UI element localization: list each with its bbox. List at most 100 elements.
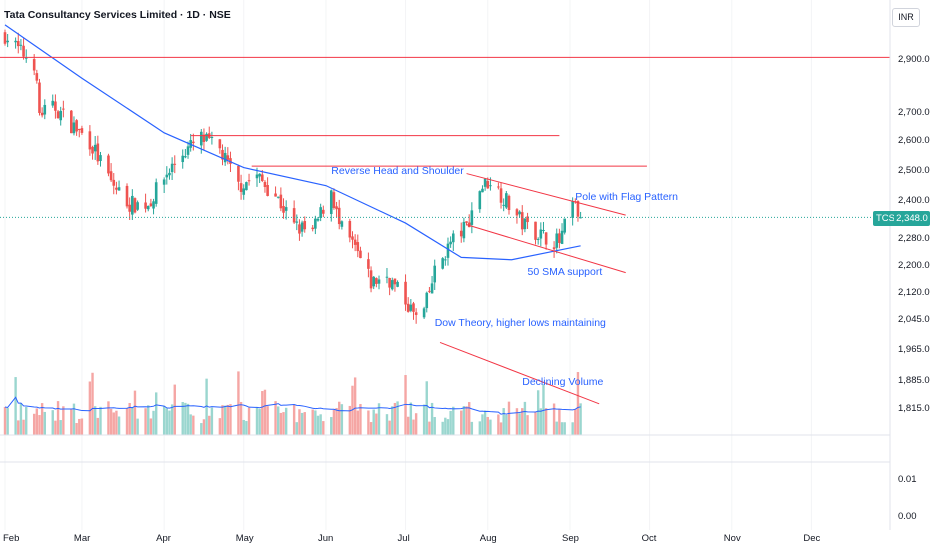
candle-body: [165, 174, 169, 178]
candle-body: [526, 216, 529, 223]
volume-bar: [284, 407, 288, 435]
candle-body: [372, 276, 376, 287]
volume-bar: [536, 390, 540, 435]
volume-bar: [388, 420, 391, 435]
candle-body: [24, 57, 28, 59]
volume-bar: [563, 422, 566, 435]
volume-bar: [353, 377, 357, 435]
candle-body: [56, 111, 60, 119]
currency-button[interactable]: INR: [892, 8, 920, 27]
price-tick-label: 2,700.0: [898, 107, 930, 119]
candle-body: [518, 211, 521, 215]
volume-bar: [441, 421, 444, 435]
volume-ma-line: [4, 396, 581, 415]
candle-body: [388, 278, 391, 288]
volume-bar: [117, 416, 121, 435]
volume-bar: [433, 417, 436, 435]
volume-bar: [428, 421, 431, 435]
volume-bar: [574, 409, 577, 435]
candle-body: [486, 181, 490, 189]
volume-bar: [75, 423, 78, 435]
candle-body: [133, 198, 137, 213]
candle-body: [226, 155, 230, 160]
price-tick-label: 2,280.0: [898, 233, 930, 245]
candle-body: [502, 204, 505, 206]
candle-body: [555, 233, 559, 248]
volume-bar: [348, 405, 352, 435]
volume-bar: [184, 402, 187, 435]
candle-body: [16, 41, 20, 47]
indicator-tick-label: 0.01: [898, 474, 917, 485]
time-tick-label: Jul: [397, 533, 410, 544]
volume-bar: [449, 410, 452, 435]
candle-body: [199, 131, 203, 146]
candle-body: [351, 236, 354, 240]
candle-body: [300, 222, 304, 232]
volume-bar: [229, 404, 232, 435]
volume-bar: [444, 417, 447, 435]
price-tick-label: 2,200.0: [898, 259, 930, 271]
volume-bar: [223, 405, 227, 435]
candle-body: [184, 156, 187, 158]
candle-body: [6, 40, 9, 43]
candle-body: [579, 217, 582, 219]
candle-body: [109, 171, 113, 181]
candle-body: [414, 312, 418, 315]
volume-bar: [237, 371, 240, 435]
candle-body: [322, 209, 325, 214]
volume-bar: [369, 422, 373, 435]
volume-bar: [261, 391, 264, 435]
candle-body: [433, 265, 437, 283]
volume-bar: [14, 377, 17, 435]
volume-bar: [17, 420, 20, 435]
candle-body: [314, 218, 317, 229]
candle-body: [536, 238, 540, 240]
volume-bar: [218, 418, 222, 435]
volume-bar: [502, 408, 505, 435]
volume-bar: [515, 408, 519, 435]
candle-body: [499, 188, 503, 203]
candle-body: [107, 155, 110, 174]
candle-body: [377, 279, 381, 284]
candle-body: [409, 304, 413, 311]
volume-bar: [460, 410, 463, 435]
volume-bar: [247, 407, 251, 435]
trend-line-flag-bottom: [466, 224, 626, 274]
candle-body: [507, 195, 511, 211]
volume-bar: [295, 422, 298, 435]
volume-bar: [131, 407, 134, 435]
candle-body: [348, 220, 352, 238]
volume-bar: [425, 381, 428, 435]
volume-bar: [558, 408, 561, 435]
last-price-tag: 2,348.0: [894, 211, 930, 226]
candle-body: [146, 205, 150, 210]
candle-body: [329, 190, 333, 215]
volume-bar: [300, 412, 304, 435]
volume-bar: [277, 406, 280, 435]
sma-50-line: [4, 24, 581, 261]
price-tick-label: 2,400.0: [898, 195, 930, 206]
volume-bar: [266, 406, 269, 435]
candle-body: [406, 303, 410, 312]
candle-body: [520, 212, 524, 230]
volume-bar: [70, 409, 73, 435]
candle-body: [181, 155, 185, 163]
candle-body: [552, 247, 556, 250]
volume-bar: [322, 421, 325, 435]
volume-bar: [446, 419, 450, 435]
candle-body: [59, 110, 63, 121]
volume-bar: [462, 406, 466, 435]
volume-bar: [62, 406, 65, 435]
volume-bar: [279, 412, 283, 435]
candle-body: [149, 203, 153, 206]
candle-body: [515, 209, 519, 216]
volume-bar: [136, 418, 139, 435]
candle-body: [337, 207, 341, 225]
annotation-label: Declining Volume: [522, 375, 604, 388]
volume-bar: [332, 409, 336, 435]
annotation-label: Reverse Head and Shoulder: [331, 165, 464, 178]
candle-body: [353, 239, 357, 245]
candle-body: [223, 152, 227, 163]
volume-bar: [409, 402, 413, 435]
